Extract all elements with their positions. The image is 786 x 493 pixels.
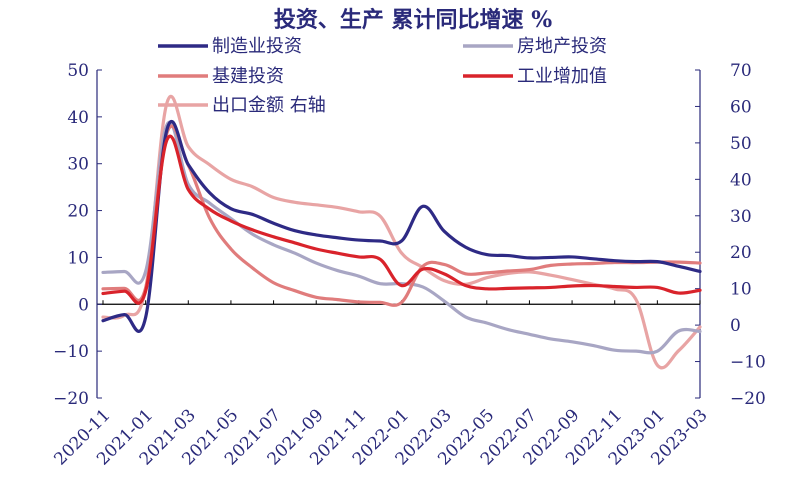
right-tick-label: 20 [730,243,752,263]
left-tick-label: −10 [53,342,89,362]
left-tick-label: −20 [53,389,89,409]
chart-title: 投资、生产 累计同比增速 % [274,7,552,33]
right-tick-label: 10 [730,280,752,300]
right-tick-label: 60 [730,97,752,117]
legend-label: 基建投资 [212,66,284,87]
left-tick-label: 0 [78,295,89,315]
legend-label: 工业增加值 [517,66,607,87]
axes: 50403020100−10−20706050403020100−10−2020… [50,61,765,469]
right-tick-label: −10 [730,353,766,373]
series-line-5 [101,94,702,370]
left-tick-label: 30 [67,155,89,175]
left-tick-label: 10 [67,248,89,268]
legend-label: 制造业投资 [212,36,302,57]
left-tick-label: 50 [67,61,89,81]
right-tick-label: 50 [730,134,752,154]
series-line-2 [101,120,702,355]
right-tick-label: 70 [730,61,752,81]
left-tick-label: 40 [67,108,89,128]
legend-label: 房地产投资 [517,36,607,57]
series-line-1 [101,119,702,333]
right-tick-label: 30 [730,207,752,227]
series-group [101,94,702,370]
right-tick-label: −20 [730,389,766,409]
legend-label: 出口金额 右轴 [212,95,326,116]
left-tick-label: 20 [67,202,89,222]
series-line-4 [101,134,702,305]
right-tick-label: 40 [730,170,752,190]
right-tick-label: 0 [730,316,741,336]
